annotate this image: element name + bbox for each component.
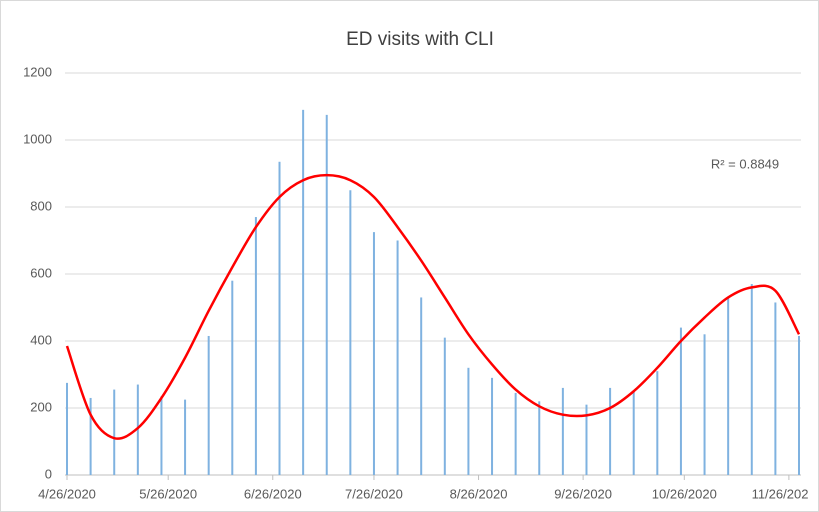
x-tick-label: 7/26/2020 [345,486,403,501]
bar [372,232,375,475]
bar [703,334,706,475]
bar [443,337,446,475]
bar [207,335,210,475]
x-tick-label: 9/26/2020 [554,486,612,501]
bar [679,327,682,475]
bar [66,382,68,475]
x-tick-label: 6/26/2020 [244,486,302,501]
x-tick-label: 8/26/2020 [450,486,508,501]
bar [514,392,517,475]
trendline [65,173,801,440]
x-tick-label: 11/26/202 [752,486,809,501]
bar [160,396,163,475]
y-tick-label: 0 [45,466,52,481]
x-tick-label: 10/26/2020 [652,486,717,501]
bar [467,367,470,475]
bar [302,109,305,475]
x-tick-label: 5/26/2020 [139,486,197,501]
y-tick-label: 600 [30,265,52,280]
y-tick-label: 400 [30,332,52,347]
y-tick-label: 200 [30,399,52,414]
y-tick-label: 1000 [23,131,52,146]
bar [561,387,564,475]
bar [325,114,328,475]
bar [656,371,659,475]
bar [585,404,588,475]
bar [609,387,612,475]
bar [113,389,116,475]
bar [491,377,494,475]
bar [396,240,399,475]
bar [798,335,800,475]
bar [420,297,423,475]
x-tick-label: 4/26/2020 [38,486,96,501]
bar [750,284,753,475]
bar [89,397,92,475]
bar [254,217,257,476]
bar [278,161,281,475]
bar [184,399,187,475]
y-tick-label: 800 [30,198,52,213]
bar [349,190,352,475]
bar [727,297,730,475]
chart-title: ED visits with CLI [346,29,494,50]
annotation: R² = 0.8849 [711,156,779,171]
bar [231,280,234,475]
bar [632,391,635,475]
bar [538,401,541,475]
bar [136,384,139,475]
bar [774,302,777,475]
y-tick-label: 1200 [23,64,52,79]
